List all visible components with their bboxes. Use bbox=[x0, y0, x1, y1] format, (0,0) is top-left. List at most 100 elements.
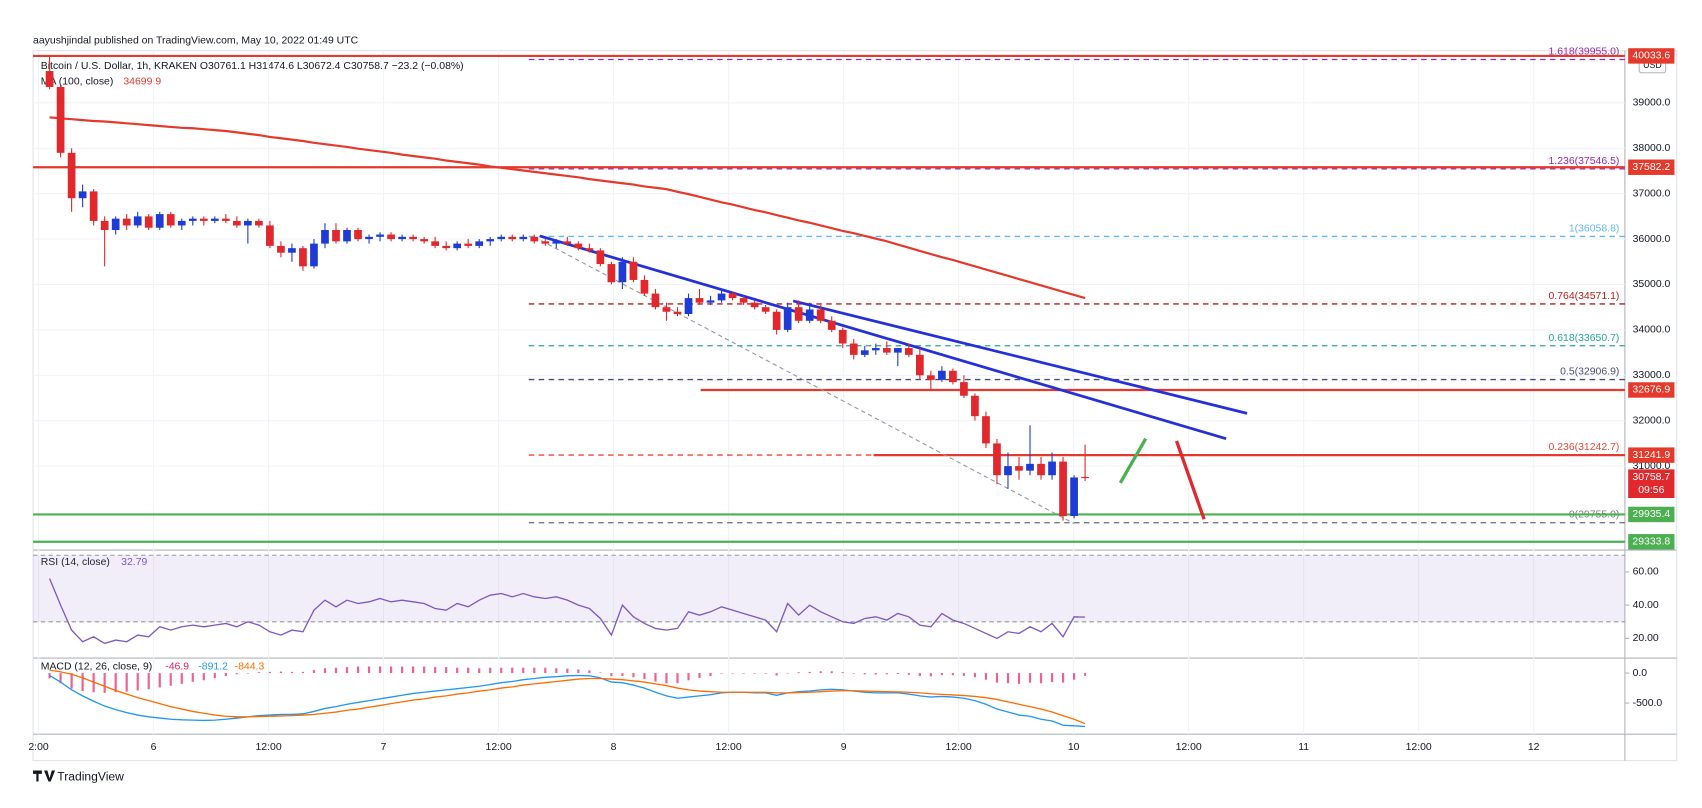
macd-histogram-bar bbox=[268, 671, 271, 674]
candle-body bbox=[805, 309, 814, 321]
candle-body bbox=[89, 191, 98, 221]
macd-histogram-bar bbox=[279, 671, 283, 674]
macd-histogram-bar bbox=[235, 673, 238, 675]
price-tag-label: 31241.9 bbox=[1632, 450, 1670, 461]
time-label: 7 bbox=[381, 742, 387, 753]
macd-histogram-bar bbox=[995, 673, 999, 683]
time-label: 11 bbox=[1298, 742, 1309, 753]
macd-histogram-bar bbox=[819, 671, 822, 674]
signal-line bbox=[49, 669, 1086, 725]
macd-histogram-bar bbox=[720, 673, 723, 674]
macd-histogram-bar bbox=[202, 673, 205, 681]
candle-body bbox=[827, 320, 836, 330]
price-tag bbox=[1628, 48, 1675, 64]
price-tag-label: 40033.6 bbox=[1632, 51, 1670, 62]
y-tick-label: 37000.0 bbox=[1633, 188, 1671, 199]
time-label: 12:00 bbox=[1406, 742, 1432, 753]
candle-body bbox=[464, 243, 473, 246]
candle-body bbox=[100, 220, 109, 231]
macd-histogram-bar bbox=[257, 672, 260, 674]
candle-body bbox=[1026, 463, 1034, 471]
macd-histogram-bar bbox=[412, 666, 415, 674]
candle-body bbox=[938, 370, 946, 380]
y-tick-label: 33000.0 bbox=[1633, 370, 1671, 381]
macd-histogram-bar bbox=[378, 666, 382, 674]
publish-info: aayushjindal published on TradingView.co… bbox=[33, 36, 359, 47]
macd-histogram-bar bbox=[301, 671, 305, 674]
macd-histogram-bar bbox=[984, 673, 988, 680]
macd-histogram-bar bbox=[103, 673, 106, 693]
time-label: 8 bbox=[611, 742, 617, 753]
rsi-tick-label: 40.00 bbox=[1633, 600, 1659, 611]
macd-histogram-bar bbox=[973, 673, 977, 678]
last-price-label: 30758.7 bbox=[1632, 472, 1670, 483]
candle-body bbox=[684, 298, 693, 315]
macd-histogram-bar bbox=[764, 673, 767, 674]
candle-body bbox=[629, 261, 638, 280]
macd-histogram-bar bbox=[731, 673, 734, 674]
projection-line bbox=[534, 236, 1075, 525]
candle-body bbox=[420, 239, 428, 242]
macd-histogram-bar bbox=[81, 673, 84, 692]
candle-body bbox=[255, 220, 263, 226]
macd-line bbox=[49, 674, 1086, 728]
candle-body bbox=[475, 241, 484, 246]
macd-histogram-bar bbox=[533, 667, 536, 674]
candle-body bbox=[1070, 477, 1078, 517]
macd-histogram-bar bbox=[400, 666, 404, 674]
macd-histogram-bar bbox=[345, 667, 349, 674]
candle-body bbox=[277, 245, 285, 253]
candle-body bbox=[541, 241, 550, 244]
macd-histogram-bar bbox=[808, 671, 811, 674]
rsi-tick-label: 60.00 bbox=[1633, 567, 1659, 578]
candle-body bbox=[288, 248, 296, 253]
time-label: 12:00 bbox=[1176, 742, 1202, 753]
fib-label: 0.5(32906.9) bbox=[1560, 367, 1619, 378]
price-tag bbox=[1628, 506, 1675, 523]
chart-frame bbox=[32, 50, 1678, 762]
candle-body bbox=[133, 216, 142, 226]
macd-histogram-bar bbox=[246, 673, 249, 674]
candle-body bbox=[376, 234, 384, 237]
macd-histogram-bar bbox=[797, 672, 800, 674]
candle-body bbox=[871, 348, 880, 351]
macd-histogram-bar bbox=[1017, 673, 1021, 684]
macd-histogram-bar bbox=[566, 668, 569, 674]
y-tick-label: 36000.0 bbox=[1633, 234, 1671, 245]
macd-histogram-bar bbox=[676, 673, 679, 684]
time-label: 12:00 bbox=[946, 742, 972, 753]
candle-body bbox=[387, 234, 395, 240]
macd-histogram-bar bbox=[555, 668, 558, 674]
macd-histogram-bar bbox=[940, 673, 943, 676]
candle-body bbox=[662, 307, 671, 312]
macd-histogram-bar bbox=[786, 673, 789, 674]
macd-histogram-bar bbox=[489, 667, 492, 674]
candle-body bbox=[849, 343, 858, 355]
macd-histogram-bar bbox=[841, 672, 844, 674]
candle-body bbox=[816, 309, 825, 321]
macd-histogram-bar bbox=[665, 673, 668, 684]
candle-body bbox=[1004, 466, 1012, 476]
price-tag bbox=[1628, 382, 1675, 398]
time-label: 12:00 bbox=[716, 742, 742, 753]
macd-histogram-bar bbox=[323, 668, 327, 674]
candle-body bbox=[706, 300, 715, 303]
candle-body bbox=[45, 71, 54, 87]
time-label: 10 bbox=[1068, 742, 1080, 753]
tv-logo bbox=[33, 770, 56, 782]
candle-body bbox=[232, 220, 241, 226]
price-tag-label: 29935.4 bbox=[1632, 509, 1670, 520]
candle-body bbox=[354, 230, 362, 240]
macd-histogram-bar bbox=[290, 671, 294, 674]
candle-body bbox=[673, 311, 682, 315]
macd-histogram-bar bbox=[125, 673, 128, 692]
candle-body bbox=[574, 243, 583, 249]
candle-body bbox=[971, 395, 979, 417]
candle-body bbox=[915, 354, 924, 376]
rsi-legend: RSI (14, close) bbox=[41, 557, 110, 568]
candle-body bbox=[453, 243, 462, 249]
macd-tick-label: 0.0 bbox=[1633, 668, 1648, 679]
macd-histogram-bar bbox=[742, 673, 745, 674]
macd-histogram-bar bbox=[500, 667, 503, 674]
price-tag bbox=[1628, 447, 1675, 463]
